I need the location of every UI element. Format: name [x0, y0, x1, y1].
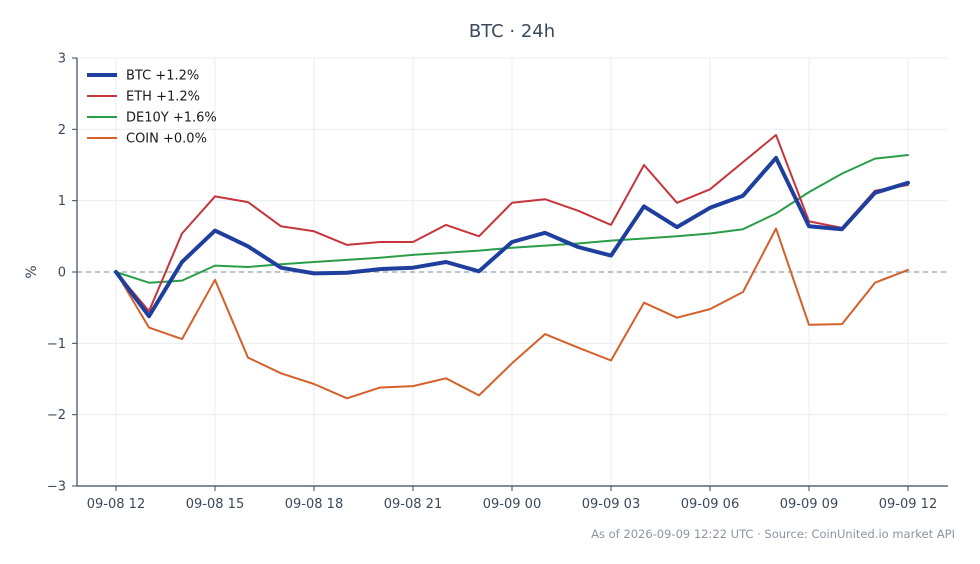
chart-title: BTC · 24h [469, 21, 555, 42]
tick-labels: 09-08 12 09-08 15 09-08 18 09-08 21 09-09 00… [47, 52, 937, 513]
y-tick-label: −3 [47, 480, 66, 495]
x-tick-label: 09-08 18 [285, 497, 343, 512]
series-line-eth [115, 134, 909, 313]
y-tick-label: −1 [47, 337, 66, 352]
axes [72, 57, 948, 491]
series-lines [114, 134, 910, 400]
x-tick-label: 09-09 12 [879, 497, 937, 512]
footer-source: As of 2026-09-09 12:22 UTC · Source: Coi… [591, 527, 955, 541]
x-tick-label: 09-09 09 [780, 497, 838, 512]
x-tick-label: 09-08 15 [186, 497, 244, 512]
x-tick-label: 09-09 00 [483, 497, 541, 512]
y-tick-label: −2 [47, 408, 66, 423]
y-axis-label: % [24, 265, 40, 278]
legend-label: COIN +0.0% [126, 132, 207, 147]
x-tick-label: 09-08 21 [384, 497, 442, 512]
y-tick-label: 2 [58, 123, 66, 138]
y-tick-label: 0 [58, 266, 66, 281]
y-tick-label: 1 [58, 194, 66, 209]
series-line-coin [115, 227, 909, 400]
legend-label: BTC +1.2% [126, 69, 199, 84]
series-line-de10y [115, 154, 909, 284]
legend-label: DE10Y +1.6% [126, 111, 217, 126]
legend: BTC +1.2% ETH +1.2% DE10Y +1.6% COIN +0.0% [87, 69, 217, 147]
series-line-btc [114, 155, 910, 319]
y-tick-label: 3 [58, 52, 66, 67]
legend-label: ETH +1.2% [126, 90, 200, 105]
x-tick-label: 09-09 03 [582, 497, 640, 512]
x-tick-label: 09-08 12 [87, 497, 145, 512]
x-tick-label: 09-09 06 [681, 497, 739, 512]
